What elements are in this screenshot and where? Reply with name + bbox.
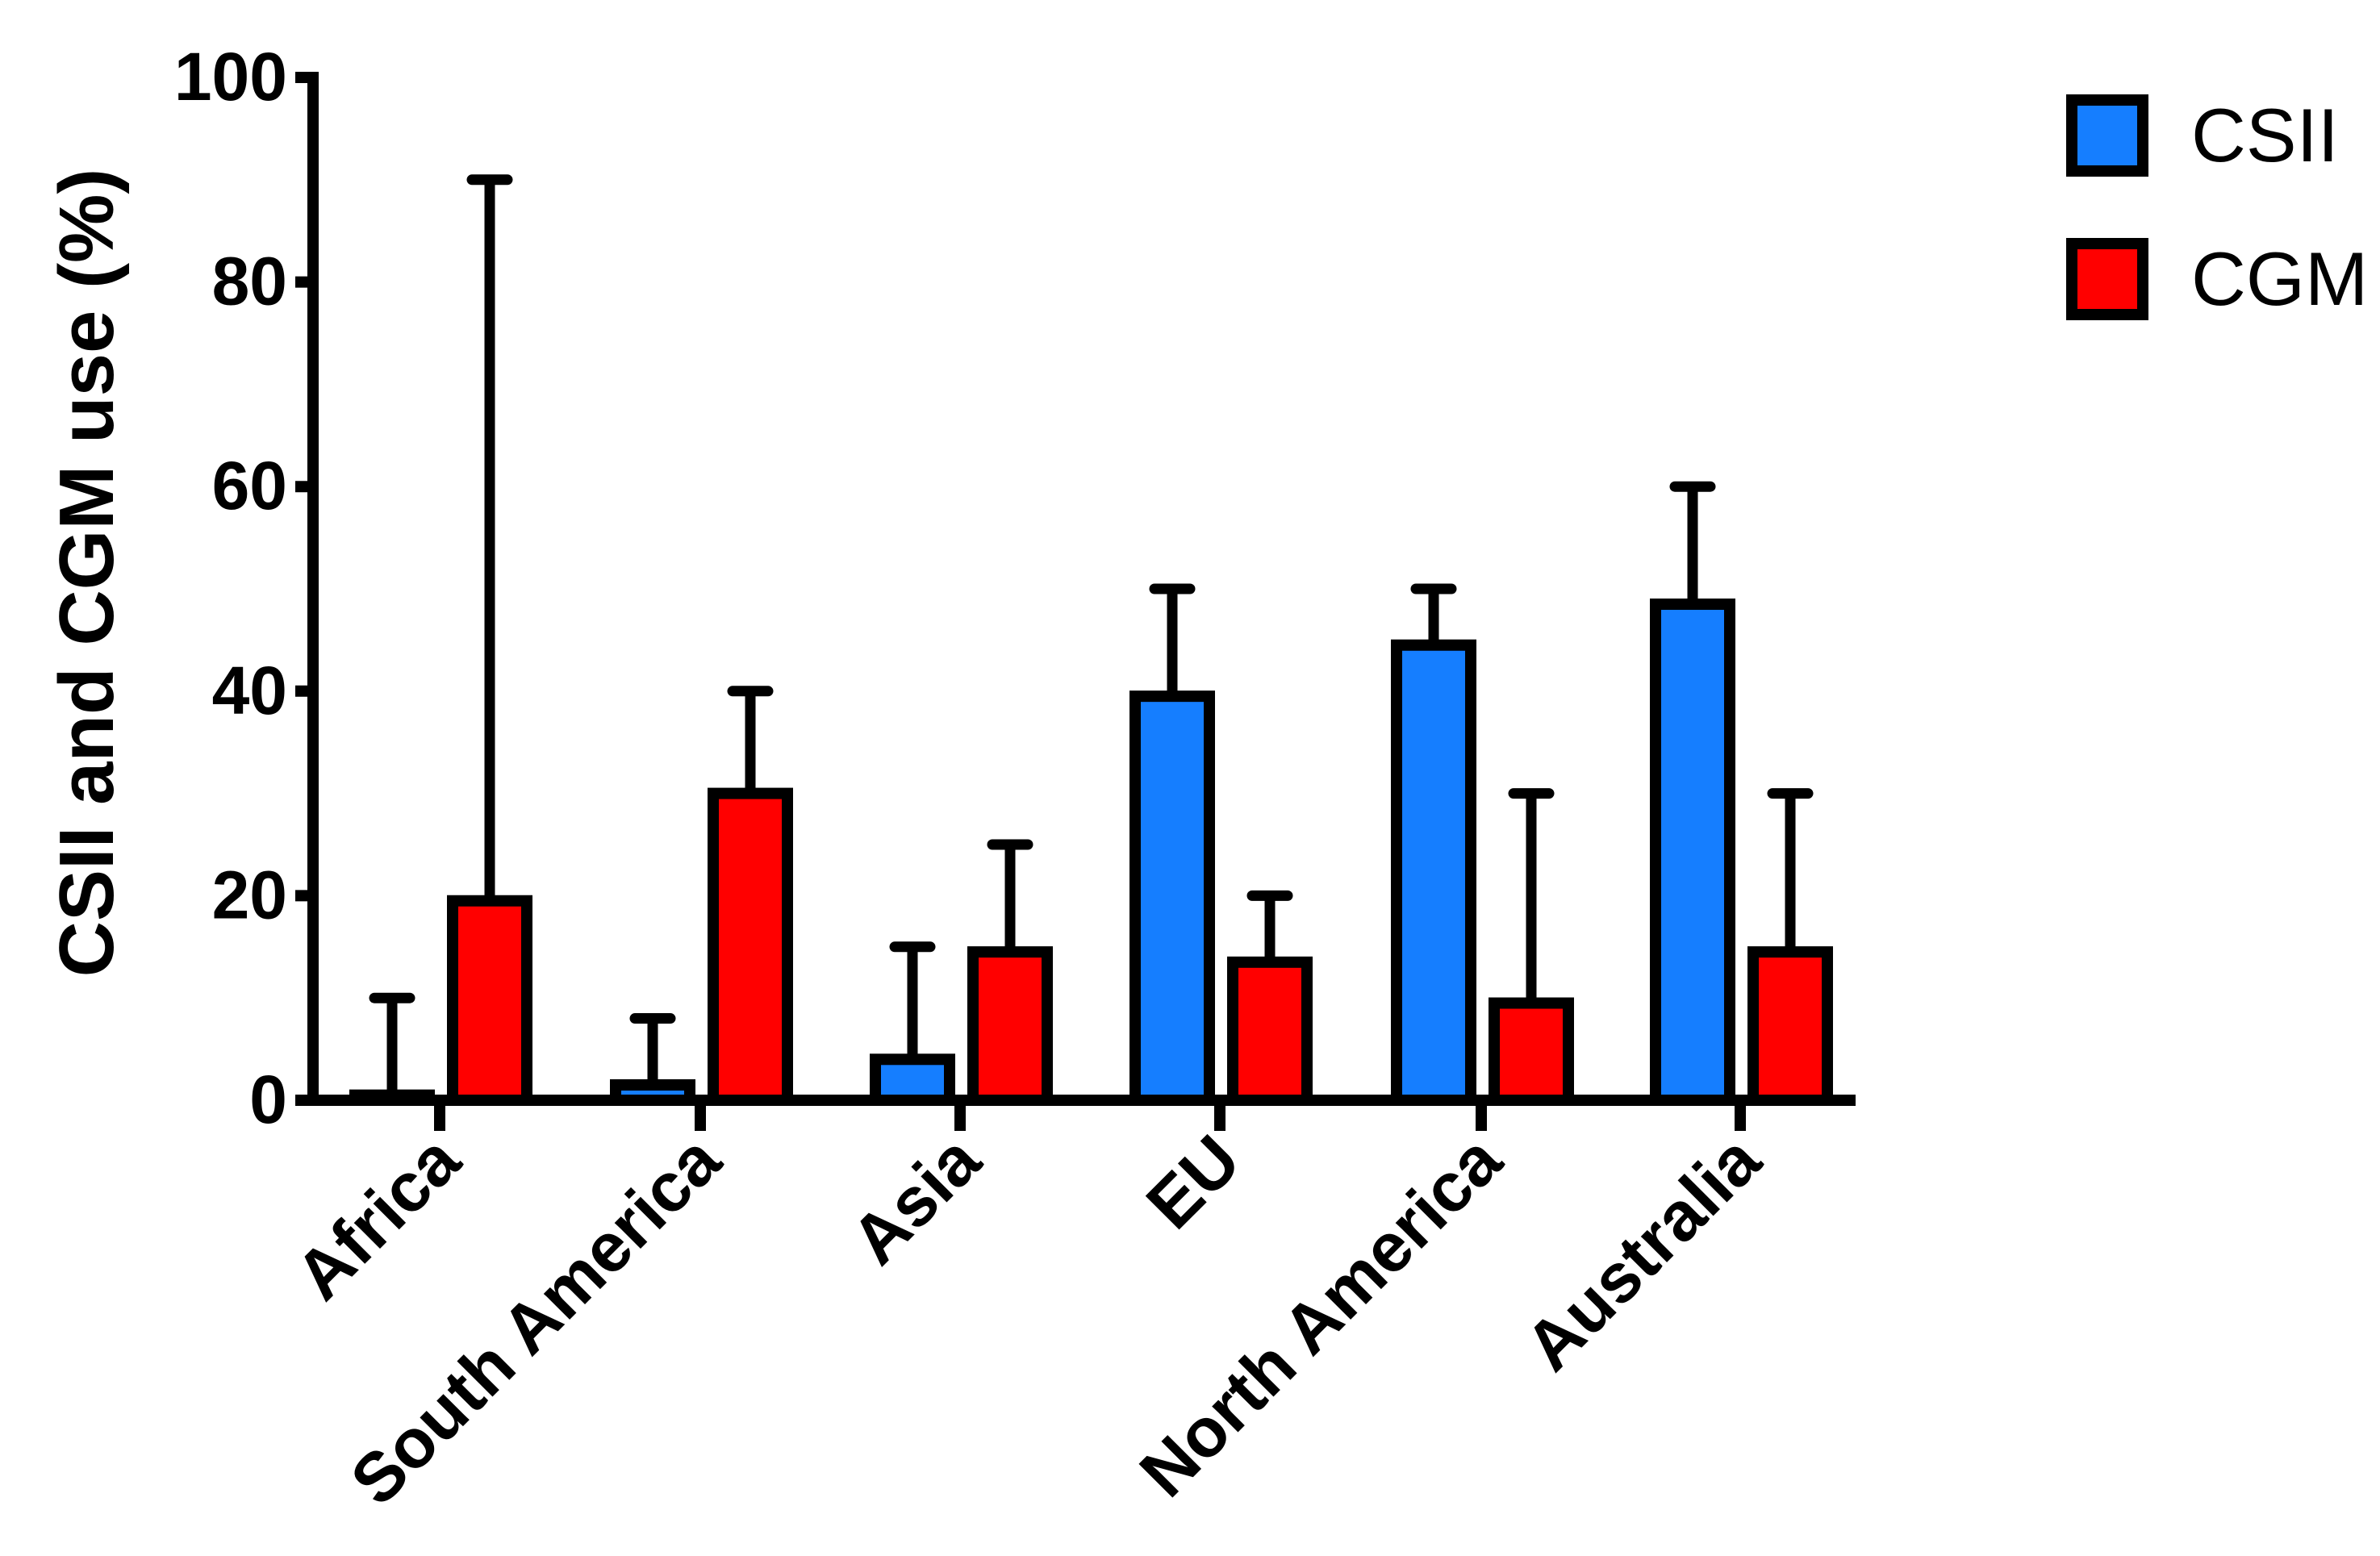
error-bars-layer	[369, 174, 1814, 1095]
axes-layer	[295, 72, 1856, 1131]
legend-label: CSII	[2191, 93, 2339, 177]
error-bar-csii-australia	[1669, 481, 1716, 605]
bars-layer	[349, 599, 1833, 1107]
y-tick-label: 100	[174, 39, 287, 115]
bar-cgm-eu	[1227, 956, 1313, 1106]
error-bar-cgm-australia	[1767, 788, 1814, 953]
x-tick-label: Australia	[1510, 1120, 1776, 1386]
y-tick-label: 20	[212, 857, 287, 932]
legend-item-cgm: CGM	[2066, 236, 2368, 321]
error-bar-csii-north-america	[1410, 583, 1457, 645]
y-tick-labels: 0 20 40 60 80 100	[174, 39, 287, 1137]
legend-item-csii: CSII	[2066, 93, 2339, 177]
bar-csii-eu	[1129, 690, 1215, 1106]
x-tick-label: Asia	[837, 1120, 996, 1279]
y-axis-label: CSII and CGM use (%)	[44, 169, 130, 978]
legend-swatch	[2066, 94, 2148, 177]
bar-cgm-africa	[447, 895, 532, 1106]
bar-cgm-north-america	[1489, 997, 1574, 1107]
error-bar-cgm-asia	[987, 839, 1033, 953]
y-tick-label: 0	[249, 1062, 287, 1137]
bar-cgm-australia	[1747, 946, 1833, 1107]
bar-csii-australia	[1650, 599, 1735, 1106]
error-bar-csii-africa	[369, 992, 415, 1095]
error-bar-csii-eu	[1149, 583, 1196, 697]
error-bar-cgm-eu	[1246, 890, 1293, 962]
bar-cgm-south-america	[708, 787, 793, 1106]
error-bar-cgm-south-america	[727, 686, 774, 794]
y-tick-label: 80	[212, 244, 287, 319]
x-tick-label: EU	[1132, 1121, 1255, 1244]
x-tick-label: Africa	[281, 1120, 475, 1315]
error-bar-csii-south-america	[629, 1013, 676, 1085]
bar-csii-asia	[870, 1053, 955, 1107]
error-bar-csii-asia	[889, 941, 936, 1060]
legend-label: CGM	[2191, 236, 2368, 321]
y-tick-label: 40	[212, 653, 287, 728]
bar-cgm-asia	[967, 946, 1053, 1107]
error-bar-cgm-africa	[466, 174, 513, 901]
legend: CSII CGM	[2066, 93, 2368, 321]
error-bar-cgm-north-america	[1508, 788, 1555, 1003]
y-tick-label: 60	[212, 448, 287, 524]
bar-csii-north-america	[1391, 639, 1476, 1106]
legend-swatch	[2066, 238, 2148, 320]
